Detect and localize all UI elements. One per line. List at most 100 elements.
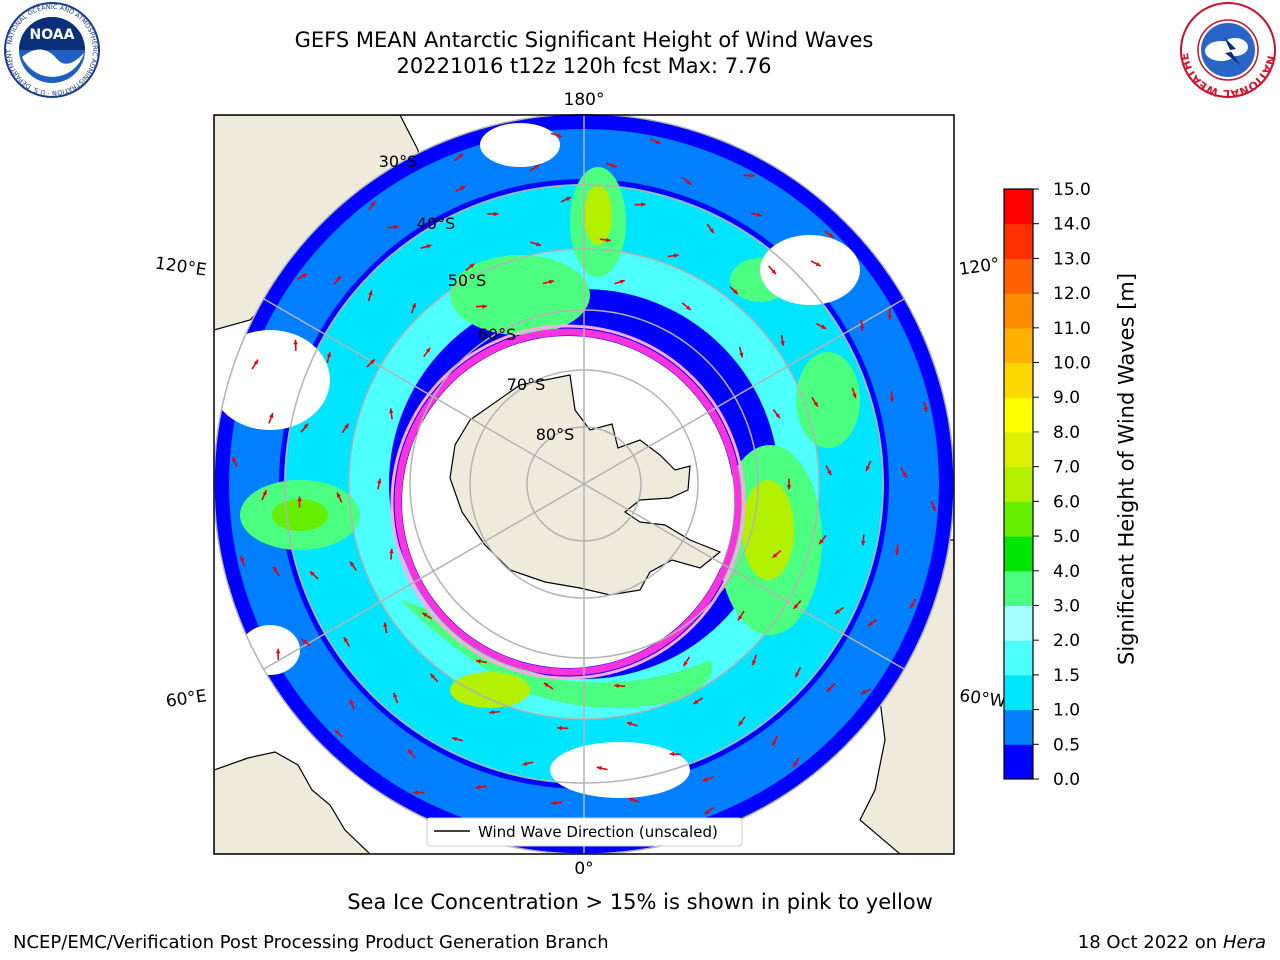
colorbar-frame <box>1003 188 1034 780</box>
wave-direction-arrowhead <box>337 492 341 498</box>
wave-direction-arrowhead <box>389 408 394 414</box>
wave-direction-arrowhead <box>493 211 499 217</box>
wave-direction-arrowhead <box>819 539 824 545</box>
wave-direction-arrowhead <box>775 413 780 419</box>
wave-direction-arrowhead <box>368 290 373 296</box>
wave-direction-arrowhead <box>815 262 821 267</box>
svg-text:NOAA: NOAA <box>30 27 75 43</box>
wave-direction-arrowhead <box>452 737 458 742</box>
colorbar-segment <box>1004 223 1033 259</box>
chart-title: GEFS MEAN Antarctic Significant Height o… <box>294 28 874 52</box>
wave-direction-arrowhead <box>551 800 556 806</box>
wave-direction-arrowhead <box>693 699 699 704</box>
wave-direction-arrowhead <box>343 637 349 643</box>
wave-direction-arrowhead <box>336 276 341 281</box>
wave-direction-arrowhead <box>469 263 475 269</box>
wave-direction-arrowhead <box>793 762 798 768</box>
wave-direction-arrowhead <box>253 359 258 365</box>
wave-direction-arrowhead <box>739 352 744 358</box>
wave-direction-arrowhead <box>686 180 691 185</box>
wave-direction-arrowhead <box>752 660 757 666</box>
wave-direction-arrowhead <box>704 809 710 815</box>
wave-direction-arrowhead <box>393 224 399 230</box>
map-legend: Wind Wave Direction (unscaled) <box>426 817 743 847</box>
wave-direction-arrowhead <box>349 561 355 567</box>
colorbar-tick-label: 13.0 <box>1053 249 1091 269</box>
wave-direction-arrowhead <box>557 725 562 731</box>
wave-direction-arrowhead <box>426 244 432 249</box>
wave-direction-arrowhead <box>910 603 915 609</box>
colorbar-segment <box>1004 397 1033 433</box>
wave-direction-arrowhead <box>556 133 562 138</box>
wave-direction-arrowhead <box>827 470 832 476</box>
wave-direction-arrowhead <box>931 506 936 512</box>
wave-direction-arrowhead <box>565 197 571 202</box>
wave-direction-arrowhead <box>370 201 375 206</box>
lon-label-bottom: 0° <box>574 859 593 879</box>
wave-direction-arrowhead <box>240 556 245 561</box>
wave-direction-arrowhead <box>709 228 714 233</box>
wave-direction-arrowhead <box>232 456 237 462</box>
wave-direction-arrowhead <box>756 212 762 217</box>
wave-direction-arrowhead <box>641 202 646 207</box>
colorbar-tick-label: 5.0 <box>1053 527 1080 547</box>
wave-direction-arrowhead <box>475 784 481 790</box>
wave-direction-arrowhead <box>887 314 892 320</box>
wave-direction-arrowhead <box>596 766 602 771</box>
wave-direction-arrowhead <box>738 615 743 621</box>
colorbar-tick-label: 1.0 <box>1053 701 1080 721</box>
colorbar-tick-label: 1.5 <box>1053 666 1080 686</box>
colorbar-label: Significant Height of Wind Waves [m] <box>1115 273 1140 665</box>
colorbar-segment <box>1004 189 1033 225</box>
wave-direction-arrowhead <box>297 496 302 502</box>
wave-direction-arrowhead <box>393 692 398 698</box>
wave-direction-arrowhead <box>793 604 799 609</box>
wave-direction-arrowhead <box>827 686 832 692</box>
lon-label-top: 180° <box>564 90 605 110</box>
colorbar-tick-label: 15.0 <box>1053 180 1091 200</box>
sea-ice-note: Sea Ice Concentration > 15% is shown in … <box>347 890 933 914</box>
wave-direction-arrowhead <box>422 612 428 618</box>
colorbar-segment <box>1004 570 1033 606</box>
graticule <box>214 115 954 854</box>
wave-direction-arrowhead <box>780 341 785 346</box>
wave-direction-arrowhead <box>377 478 382 484</box>
wave-direction-arrowhead <box>543 682 549 688</box>
wave-direction-arrowhead <box>683 661 688 667</box>
colorbar-segment <box>1004 362 1033 398</box>
colorbar-segment <box>1004 293 1033 329</box>
lat-label-80s: 80°S <box>536 425 575 444</box>
footer-date: 18 Oct 2022 on Hera <box>1078 932 1266 953</box>
colorbar-tick-label: 2.0 <box>1053 631 1080 651</box>
wave-direction-arrowhead <box>326 352 331 358</box>
lat-label-70s: 70°S <box>507 375 546 394</box>
wave-direction-arrowhead <box>408 749 413 755</box>
colorbar-tick-label: 7.0 <box>1053 458 1080 478</box>
lon-label-lower-left: 60°E <box>165 686 208 711</box>
wave-direction-arrowhead <box>344 423 349 429</box>
wave-direction-arrowhead <box>859 326 865 331</box>
wave-direction-arrowhead <box>669 751 675 757</box>
colorbar-tick-label: 11.0 <box>1053 319 1091 339</box>
wave-direction-arrowhead <box>606 237 611 243</box>
colorbar-ticks: 0.0 0.5 1.0 1.5 2.0 3.0 4.0 5.0 6.0 7.0 8.0 9.0 10.0… <box>1033 180 1091 790</box>
wave-direction-arrowhead <box>772 740 777 746</box>
wave-direction-arrowhead <box>533 164 539 170</box>
lon-label-upper-right: 120° <box>958 254 1001 280</box>
colorbar-segment <box>1004 431 1033 468</box>
colorbar-tick-label: 0.0 <box>1053 770 1080 790</box>
wave-direction-arrowhead <box>861 690 866 694</box>
wave-direction-arrowhead <box>459 186 465 191</box>
wave-direction-arrowhead <box>522 761 528 766</box>
wave-direction-arrowhead <box>867 621 873 626</box>
wave-direction-arrowhead <box>795 672 800 678</box>
wave-direction-arrowhead <box>674 253 679 258</box>
wave-direction-arrowhead <box>852 393 857 399</box>
wave-direction-arrowhead <box>425 347 431 353</box>
wave-direction-arrowhead <box>276 648 281 654</box>
lon-label-upper-left: 120°E <box>154 254 208 281</box>
colorbar-segment <box>1004 605 1033 641</box>
wave-direction-arrowhead <box>738 720 744 726</box>
colorbar-tick-label: 6.0 <box>1053 492 1080 512</box>
wave-direction-arrowhead <box>750 173 755 178</box>
